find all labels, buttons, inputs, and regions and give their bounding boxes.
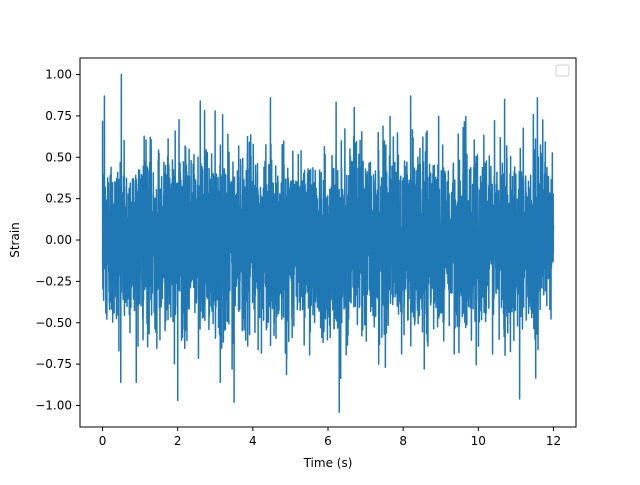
y-tick-label: 0.00	[45, 233, 72, 247]
x-tick-label: 8	[399, 434, 407, 448]
x-tick-label: 0	[99, 434, 107, 448]
y-tick-label: 0.50	[45, 150, 72, 164]
series-line	[101, 73, 555, 413]
y-tick-label: −0.75	[35, 357, 72, 371]
x-axis-label: Time (s)	[303, 456, 353, 470]
axes: 0 2 4 6 8 10 12 −1.00 −0.75 −0.50 −0.25 0.00 0.25 0.5…	[35, 57, 577, 448]
x-tick-label: 10	[471, 434, 486, 448]
y-tick-label: −1.00	[35, 398, 72, 412]
y-tick-label: 1.00	[45, 68, 72, 82]
y-tick-label: −0.50	[35, 316, 72, 330]
x-tick-label: 2	[174, 434, 182, 448]
x-tick-label: 4	[249, 434, 257, 448]
legend-box	[555, 64, 570, 77]
y-tick-label: −0.25	[35, 274, 72, 288]
y-axis-label: Strain	[8, 222, 22, 258]
y-tick-label: 0.25	[45, 192, 72, 206]
x-tick-label: 6	[324, 434, 332, 448]
plot-area	[101, 73, 555, 413]
x-tick-label: 12	[546, 434, 561, 448]
y-tick-label: 0.75	[45, 109, 72, 123]
